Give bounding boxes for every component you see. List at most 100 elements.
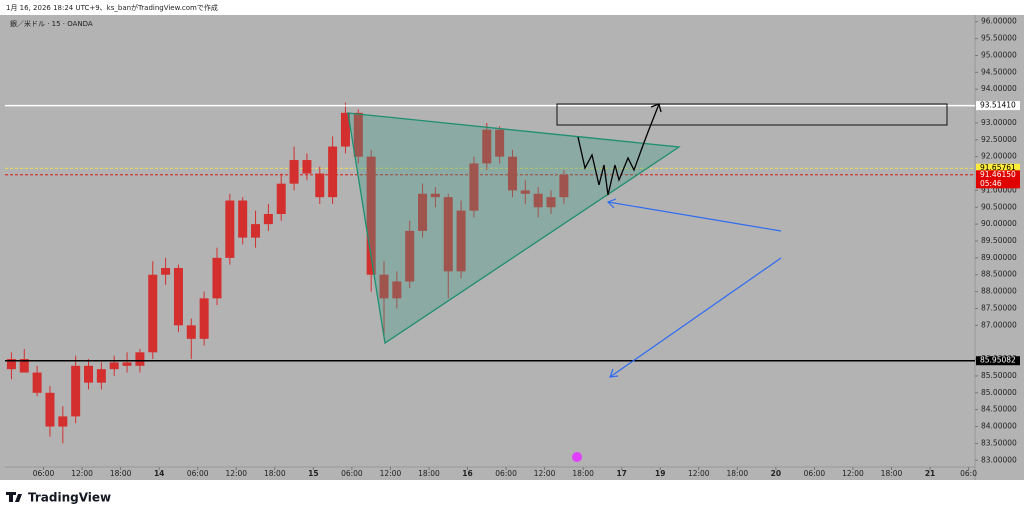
candle-body: [276, 183, 286, 215]
candle-body: [96, 369, 106, 383]
y-tick-label: 84.00000: [981, 422, 1017, 431]
candle-body: [45, 392, 55, 427]
x-tick-label: 06:0: [960, 469, 977, 478]
blue-arrow: [607, 201, 782, 232]
y-tick-label: 83.00000: [981, 455, 1017, 464]
y-tick-label: 94.50000: [981, 67, 1017, 76]
projection-path: [577, 103, 660, 196]
candle-body: [340, 112, 350, 147]
candle-body: [353, 112, 363, 157]
candle-body: [520, 190, 530, 194]
candle-body: [328, 146, 338, 198]
candle-body: [161, 267, 171, 275]
candle-body: [430, 193, 440, 198]
blue-arrow: [609, 257, 782, 378]
candle-body: [109, 362, 119, 370]
candle-body: [507, 156, 517, 191]
candle-body: [148, 274, 158, 353]
candle-body: [443, 197, 453, 272]
price-tag-label: 91.65761: [980, 163, 1016, 172]
candle-body: [58, 416, 68, 427]
price-tag: [976, 170, 1020, 189]
arrow-head: [650, 103, 662, 113]
price-tag-label: 93.51410: [980, 101, 1016, 110]
candle-body: [19, 359, 29, 373]
x-tick-label: 18:00: [881, 469, 903, 478]
x-tick-label: 14: [154, 469, 164, 478]
candle-body: [482, 129, 492, 164]
candle-body: [315, 173, 325, 198]
candle-body: [84, 365, 94, 383]
y-tick-label: 90.00000: [981, 219, 1017, 228]
candle-body: [289, 160, 299, 184]
candle-body: [186, 325, 196, 339]
plot: 83.00000 83.50000 84.00000 84.50000 85.00000…: [5, 17, 1020, 478]
candle-body: [212, 257, 222, 299]
y-tick-label: 89.00000: [981, 253, 1017, 262]
price-tag: [976, 101, 1020, 111]
y-tick-label: 83.50000: [981, 438, 1017, 447]
price-tag-label: 91.46150: [980, 170, 1016, 179]
y-tick-label: 95.50000: [981, 34, 1017, 43]
candle-body: [263, 214, 273, 225]
candle-body: [122, 362, 132, 366]
candle-body: [469, 163, 479, 211]
y-tick-label: 87.00000: [981, 320, 1017, 329]
x-tick-label: 06:00: [33, 469, 55, 478]
candle-body: [418, 193, 428, 231]
x-tick-label: 12:00: [688, 469, 710, 478]
candle-body: [302, 160, 312, 174]
x-tick-label: 19: [655, 469, 665, 478]
price-tag: [976, 163, 1020, 173]
candle-body: [456, 210, 466, 272]
candle-body: [199, 298, 209, 339]
y-tick-label: 95.00000: [981, 50, 1017, 59]
y-tick-label: 85.00000: [981, 388, 1017, 397]
caption: 1月 16, 2026 18:24 UTC+9、ks_banがTradingVi…: [6, 3, 218, 12]
candle-body: [533, 193, 543, 208]
y-tick-label: 87.50000: [981, 303, 1017, 312]
x-tick-label: 06:00: [495, 469, 517, 478]
candle-body: [559, 174, 569, 198]
arrow-head: [609, 368, 619, 378]
x-tick-label: 18:00: [264, 469, 286, 478]
x-tick-label: 06:00: [341, 469, 363, 478]
x-tick-label: 12:00: [380, 469, 402, 478]
chart-background: [0, 15, 1024, 480]
price-tag: [976, 356, 1020, 366]
y-tick-label: 88.50000: [981, 270, 1017, 279]
candle-body: [135, 352, 145, 366]
symbol: 銀／米ドル · 15 · OANDA: [10, 19, 93, 28]
candle-body: [495, 129, 505, 157]
logo-mark: [6, 492, 22, 502]
countdown: 05:46: [980, 179, 1002, 188]
x-tick-label: 18:00: [727, 469, 749, 478]
candle-body: [225, 200, 235, 258]
candle-body: [392, 281, 402, 299]
candle-body: [32, 372, 42, 393]
x-tick-label: 20: [771, 469, 781, 478]
event-icon[interactable]: [572, 452, 582, 462]
candle-body: [405, 230, 415, 282]
x-tick-label: 18:00: [418, 469, 440, 478]
candle-body: [71, 365, 81, 417]
candle-body: [251, 224, 261, 238]
y-tick-label: 92.00000: [981, 152, 1017, 161]
candle-body: [6, 359, 16, 370]
y-tick-label: 84.50000: [981, 405, 1017, 414]
y-tick-label: 89.50000: [981, 236, 1017, 245]
candle-body: [173, 267, 183, 326]
arrow-head: [606, 198, 617, 209]
x-tick-label: 15: [308, 469, 318, 478]
x-tick-label: 06:00: [804, 469, 826, 478]
candle-body: [238, 200, 248, 238]
y-tick-label: 94.00000: [981, 84, 1017, 93]
x-tick-label: 17: [616, 469, 626, 478]
x-tick-label: 12:00: [71, 469, 93, 478]
x-tick-label: 21: [925, 469, 935, 478]
x-tick-label: 06:00: [187, 469, 209, 478]
logo: TradingView: [6, 491, 111, 505]
x-tick-label: 18:00: [572, 469, 594, 478]
